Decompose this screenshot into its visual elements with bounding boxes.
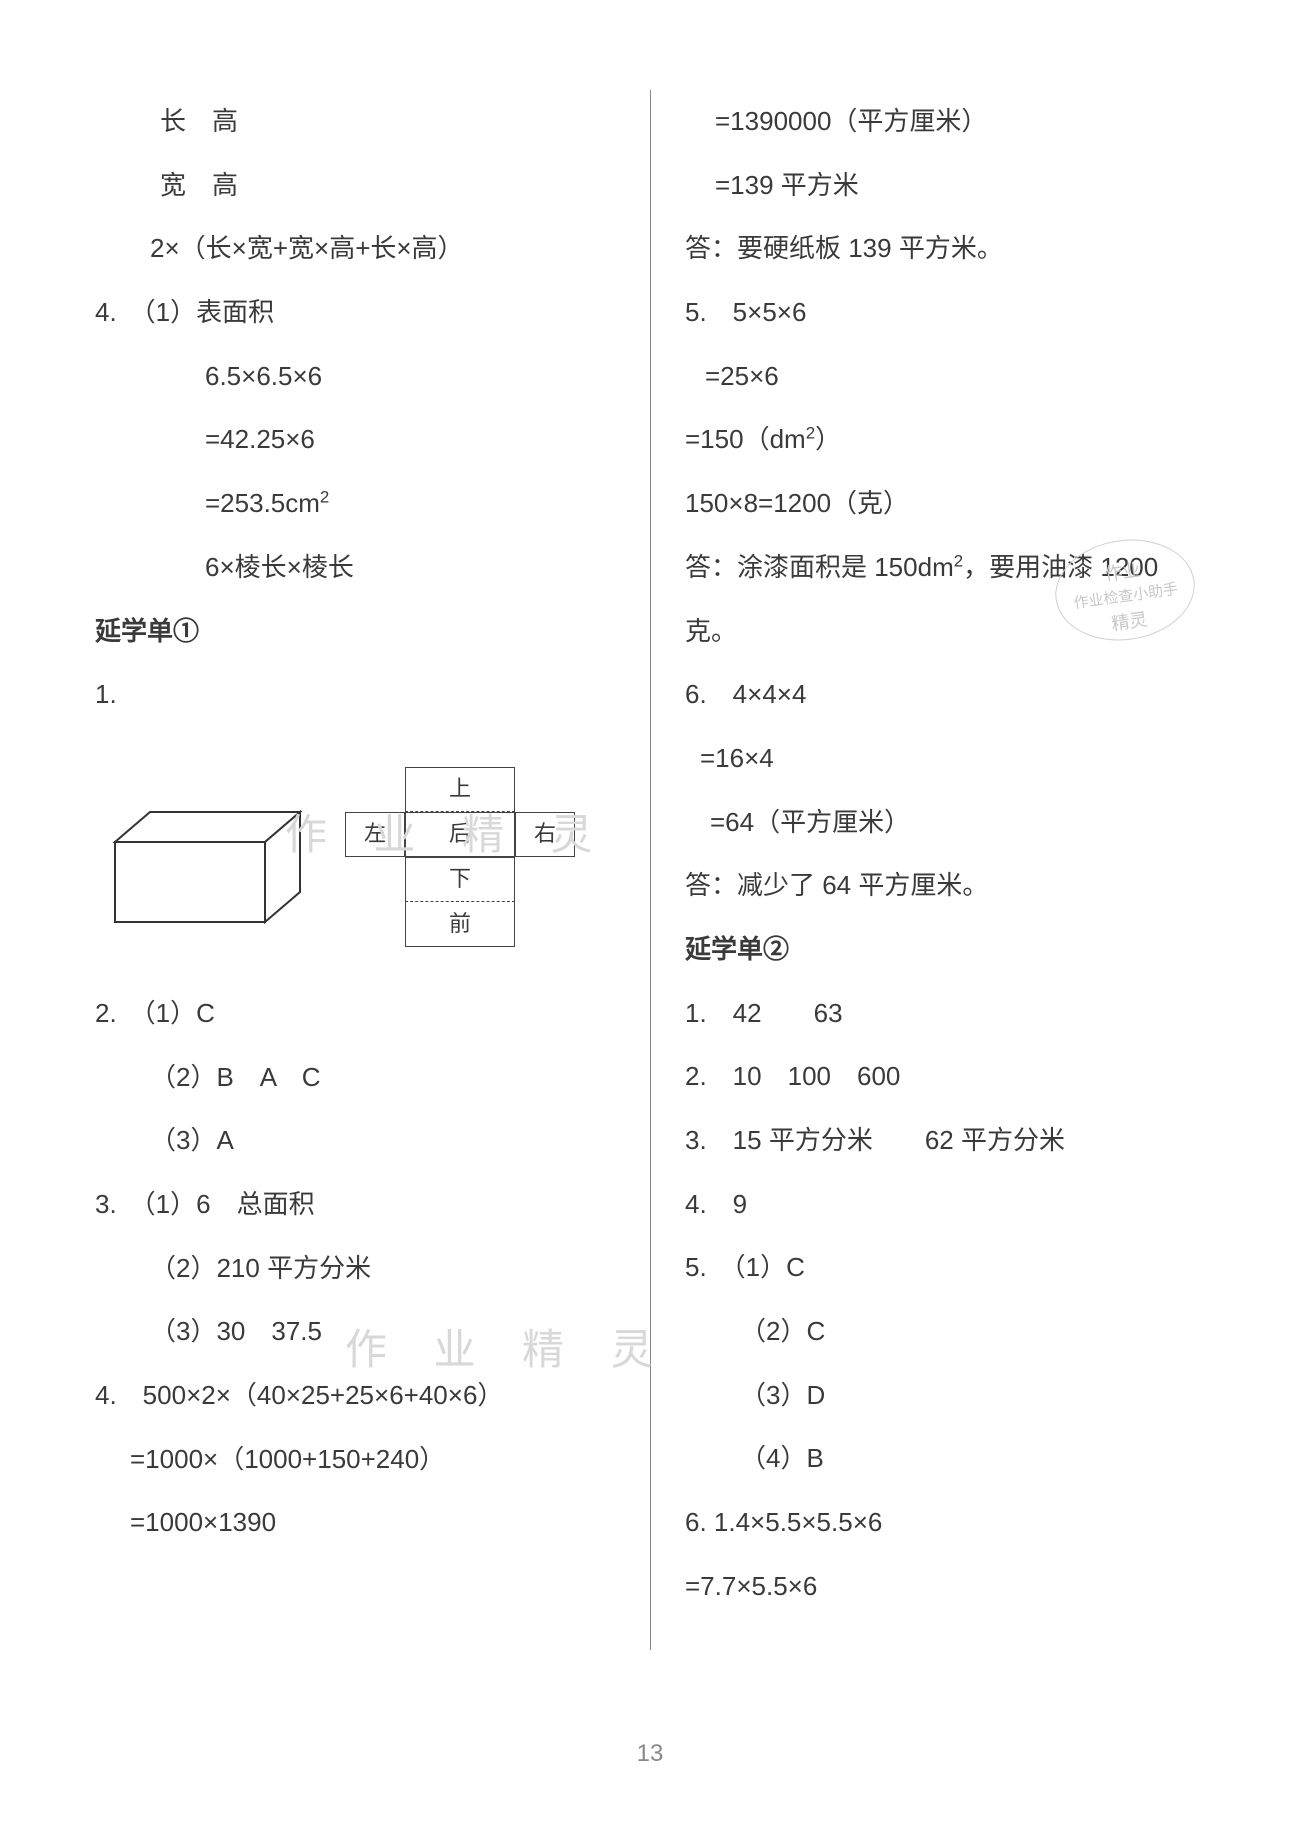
text-line: 150×8=1200（克） — [685, 472, 1205, 536]
text-line: =253.5cm2 — [95, 472, 615, 536]
text-line: 2. 10 100 600 — [685, 1045, 1205, 1109]
text-line: 1. 42 63 — [685, 982, 1205, 1046]
text-line: 6×棱长×棱长 — [95, 536, 615, 600]
text-line: 6. 1.4×5.5×5.5×6 — [685, 1491, 1205, 1555]
two-column-layout: 长 高 宽 高 2×（长×宽+宽×高+长×高） 4. （1）表面积 6.5×6.… — [95, 90, 1205, 1730]
text-line: 6.5×6.5×6 — [95, 345, 615, 409]
text-line: 2×（长×宽+宽×高+长×高） — [95, 217, 615, 281]
text: 答：涂漆面积是 150dm — [685, 552, 954, 582]
text-line: =16×4 — [685, 727, 1205, 791]
text-line: 答：减少了 64 平方厘米。 — [685, 854, 1205, 918]
text: =253.5cm — [205, 488, 320, 518]
text-line: 答：要硬纸板 139 平方米。 — [685, 217, 1205, 281]
text: =150（dm — [685, 424, 806, 454]
page-number: 13 — [95, 1740, 1205, 1768]
text-line: =1390000（平方厘米） — [685, 90, 1205, 154]
text-line: 5. （1）C — [685, 1236, 1205, 1300]
text-line: 4. 9 — [685, 1173, 1205, 1237]
text-line: （3）A — [95, 1109, 615, 1173]
text-line: =1000×（1000+150+240） — [95, 1428, 615, 1492]
text-line: =42.25×6 — [95, 408, 615, 472]
text-line: 3. 15 平方分米 62 平方分米 — [685, 1109, 1205, 1173]
text-line: 答：涂漆面积是 150dm2，要用油漆 1200 克。 — [685, 536, 1205, 663]
text-line: =1000×1390 — [95, 1491, 615, 1555]
net-face-back: 后 — [405, 812, 515, 857]
text-line: （2）210 平方分米 — [95, 1237, 615, 1301]
net-face-right: 右 — [515, 812, 575, 857]
left-column: 长 高 宽 高 2×（长×宽+宽×高+长×高） 4. （1）表面积 6.5×6.… — [95, 90, 650, 1730]
section-heading: 延学单① — [95, 600, 615, 664]
cuboid-net-diagram: 上 左后右 下 前 — [345, 767, 575, 947]
text-line: 长 高 — [95, 90, 615, 154]
net-face-left: 左 — [345, 812, 405, 857]
text-line: （4）B — [685, 1427, 1205, 1491]
diagram-area: 上 左后右 下 前 — [95, 742, 615, 972]
text-line: 6. 4×4×4 — [685, 663, 1205, 727]
text-line: 4. （1）表面积 — [95, 281, 615, 345]
text-line: （2）B A C — [95, 1046, 615, 1110]
text-line: （3）30 37.5 — [95, 1300, 615, 1364]
superscript: 2 — [806, 424, 815, 443]
text-line: 宽 高 — [95, 154, 615, 218]
text-line: 5. 5×5×6 — [685, 281, 1205, 345]
net-face-front: 前 — [405, 902, 515, 947]
text-line: =25×6 — [685, 345, 1205, 409]
text-line: 1. — [95, 663, 615, 727]
text-line: 3. （1）6 总面积 — [95, 1173, 615, 1237]
superscript: 2 — [320, 487, 329, 506]
superscript: 2 — [954, 551, 963, 570]
text: ） — [815, 424, 841, 454]
text-line: =139 平方米 — [685, 154, 1205, 218]
text-line: 4. 500×2×（40×25+25×6+40×6） — [95, 1364, 615, 1428]
text-line: =150（dm2） — [685, 408, 1205, 472]
text-line: 2. （1）C — [95, 982, 615, 1046]
cuboid-3d-icon — [95, 797, 315, 937]
right-column: 作业 作业检查小助手 精灵 =1390000（平方厘米） =139 平方米 答：… — [650, 90, 1205, 1730]
text-line: =7.7×5.5×6 — [685, 1555, 1205, 1619]
text-line: （2）C — [685, 1300, 1205, 1364]
text-line: （3）D — [685, 1364, 1205, 1428]
net-face-top: 上 — [405, 767, 515, 812]
text-line: =64（平方厘米） — [685, 791, 1205, 855]
column-divider — [650, 90, 651, 1650]
section-heading: 延学单② — [685, 918, 1205, 982]
net-face-bottom: 下 — [405, 857, 515, 902]
